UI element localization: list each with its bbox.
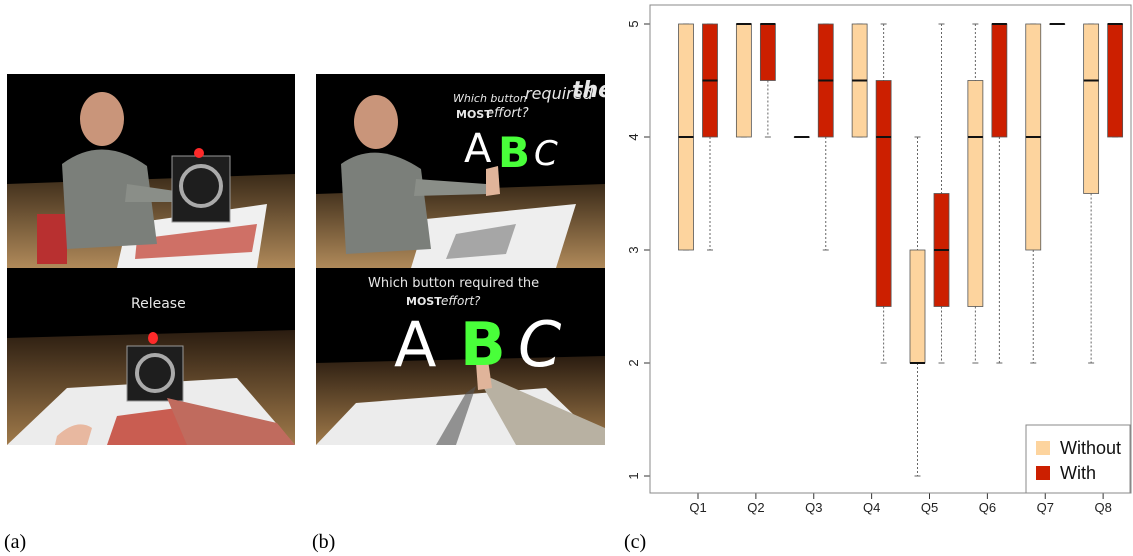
option-c-top: C [534,134,558,174]
question-top-prefix: Which button [453,92,527,105]
box-iqr [909,249,926,364]
box-without-q4 [851,23,868,138]
x-tick-label-Q3: Q3 [805,500,822,515]
option-b-bottom: B [460,310,506,380]
y-tick-label-1: 1 [626,472,641,479]
x-axis: Q1 Q2 Q3 Q4 Q5 Q6 Q7 Q8 [689,493,1112,515]
question-top-required: required [525,84,593,103]
box-with-q6 [991,23,1008,364]
vr-scene-seated-user [7,74,295,268]
legend: Without With [1025,424,1131,494]
option-a-top: A [464,126,492,172]
x-tick-label-Q7: Q7 [1037,500,1054,515]
box-without-q2 [735,23,752,138]
legend-swatch-without [1036,441,1050,455]
panel-a-bottom: Release [7,268,295,445]
x-tick-label-Q5: Q5 [921,500,938,515]
release-instruction: Release [131,296,186,312]
box-without-q8 [1083,23,1100,364]
box-with-q8 [1107,23,1124,138]
panel-b-bottom: Which button required the MOST effort? A… [316,268,605,445]
vr-scene-first-person-question [316,268,605,445]
box-with-q2 [759,23,776,138]
box-iqr [967,80,984,307]
box-series [678,23,1124,477]
option-a-bottom: A [394,308,437,381]
x-tick-label-Q4: Q4 [863,500,880,515]
panel-a-top [7,74,295,268]
box-without-q7 [1025,23,1042,364]
box-iqr [1107,23,1124,138]
box-without-q3 [793,136,810,138]
y-tick-label-4: 4 [626,133,641,140]
question-bottom-most: MOST [406,295,442,308]
panel-b-top: Which button required the MOST effort? A… [316,74,605,268]
box-with-q3 [817,23,834,251]
box-iqr [1083,23,1100,194]
legend-swatch-with [1036,466,1050,480]
legend-frame [1025,424,1131,494]
question-top-most: MOST [456,108,492,121]
box-with-q7 [1049,23,1066,25]
legend-label-without: Without [1060,438,1121,458]
y-tick-label-3: 3 [626,246,641,253]
box-iqr [875,80,892,307]
question-bottom-line1: Which button required the [368,276,540,291]
question-top-effort: effort? [486,106,529,121]
box-with-q5 [933,23,950,364]
x-tick-label-Q1: Q1 [689,500,706,515]
vr-scene-seated-question [316,74,605,268]
y-tick-label-5: 5 [626,20,641,27]
box-iqr [735,23,752,138]
box-iqr [759,23,776,81]
vr-scene-first-person-press [7,268,295,445]
question-bottom-effort: effort? [441,294,481,308]
box-iqr [991,23,1008,138]
likert-boxplot-chart: 1 2 3 4 5 Q1 Q2 Q3 Q4 Q5 Q6 Q7 Q8 Without With [626,4,1132,515]
x-tick-label-Q8: Q8 [1094,500,1111,515]
caption-b: (b) [312,531,336,553]
option-b-top: B [498,128,531,177]
option-c-bottom: C [518,308,562,381]
plot-frame [649,4,1132,494]
question-top-the: the [572,78,605,103]
box-without-q1 [678,23,694,251]
caption-a: (a) [4,531,27,553]
y-axis: 1 2 3 4 5 [626,20,650,480]
caption-c: (c) [624,531,647,553]
x-tick-label-Q6: Q6 [979,500,996,515]
box-with-q1 [702,23,718,251]
box-without-q5 [909,136,926,477]
box-with-q4 [875,23,892,364]
legend-label-with: With [1060,463,1096,483]
y-tick-label-2: 2 [626,359,641,366]
box-without-q6 [967,23,984,364]
x-tick-label-Q2: Q2 [747,500,764,515]
